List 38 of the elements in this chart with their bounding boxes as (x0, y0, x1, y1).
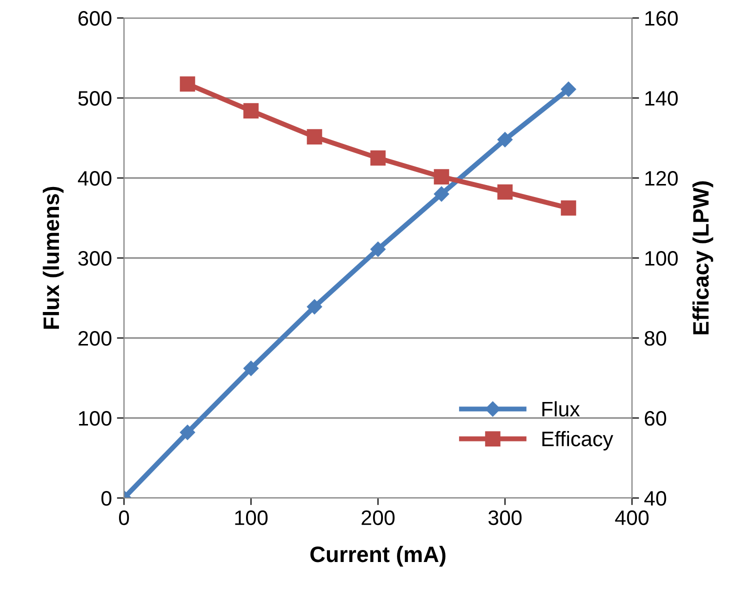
y2-axis-title: Efficacy (LPW) (692, 181, 714, 334)
y2-tick-label: 60 (644, 411, 666, 426)
x-tick-label: 200 (362, 510, 395, 526)
y-tick-label: 400 (78, 171, 112, 186)
y2-tick-label: 120 (645, 171, 678, 186)
point (560, 200, 576, 216)
x-tick-label: 100 (235, 510, 268, 526)
legend-label: Flux (542, 401, 580, 416)
y2-tick-label: 40 (644, 491, 666, 506)
point (243, 360, 259, 376)
point (497, 132, 513, 148)
point (306, 299, 322, 314)
point (180, 76, 196, 92)
x-tick-label: 0 (119, 510, 129, 526)
point (243, 103, 259, 118)
point (306, 129, 322, 144)
y-tick-label: 200 (78, 331, 112, 346)
y-tick-label: 0 (101, 491, 112, 506)
point (434, 169, 450, 184)
y-tick-label: 600 (78, 11, 112, 26)
x-axis-title: Current (mA) (310, 546, 446, 567)
y2-tick-label: 140 (645, 91, 678, 106)
point (560, 82, 576, 97)
x-tick-label: 300 (488, 510, 522, 526)
point (497, 184, 513, 200)
point (434, 186, 450, 202)
y2-tick-label: 100 (645, 251, 678, 266)
legend-label: Efficacy (542, 431, 614, 450)
point (370, 242, 386, 257)
y-tick-label: 500 (78, 91, 112, 106)
point (180, 424, 196, 440)
y-tick-label: 100 (79, 411, 112, 426)
y-tick-label: 300 (78, 251, 112, 266)
y2-tick-label: 160 (645, 11, 678, 26)
x-tick-label: 400 (615, 510, 649, 526)
point (370, 150, 386, 166)
y-axis-title: Flux (lumens) (42, 186, 64, 329)
y2-tick-label: 80 (644, 331, 666, 346)
